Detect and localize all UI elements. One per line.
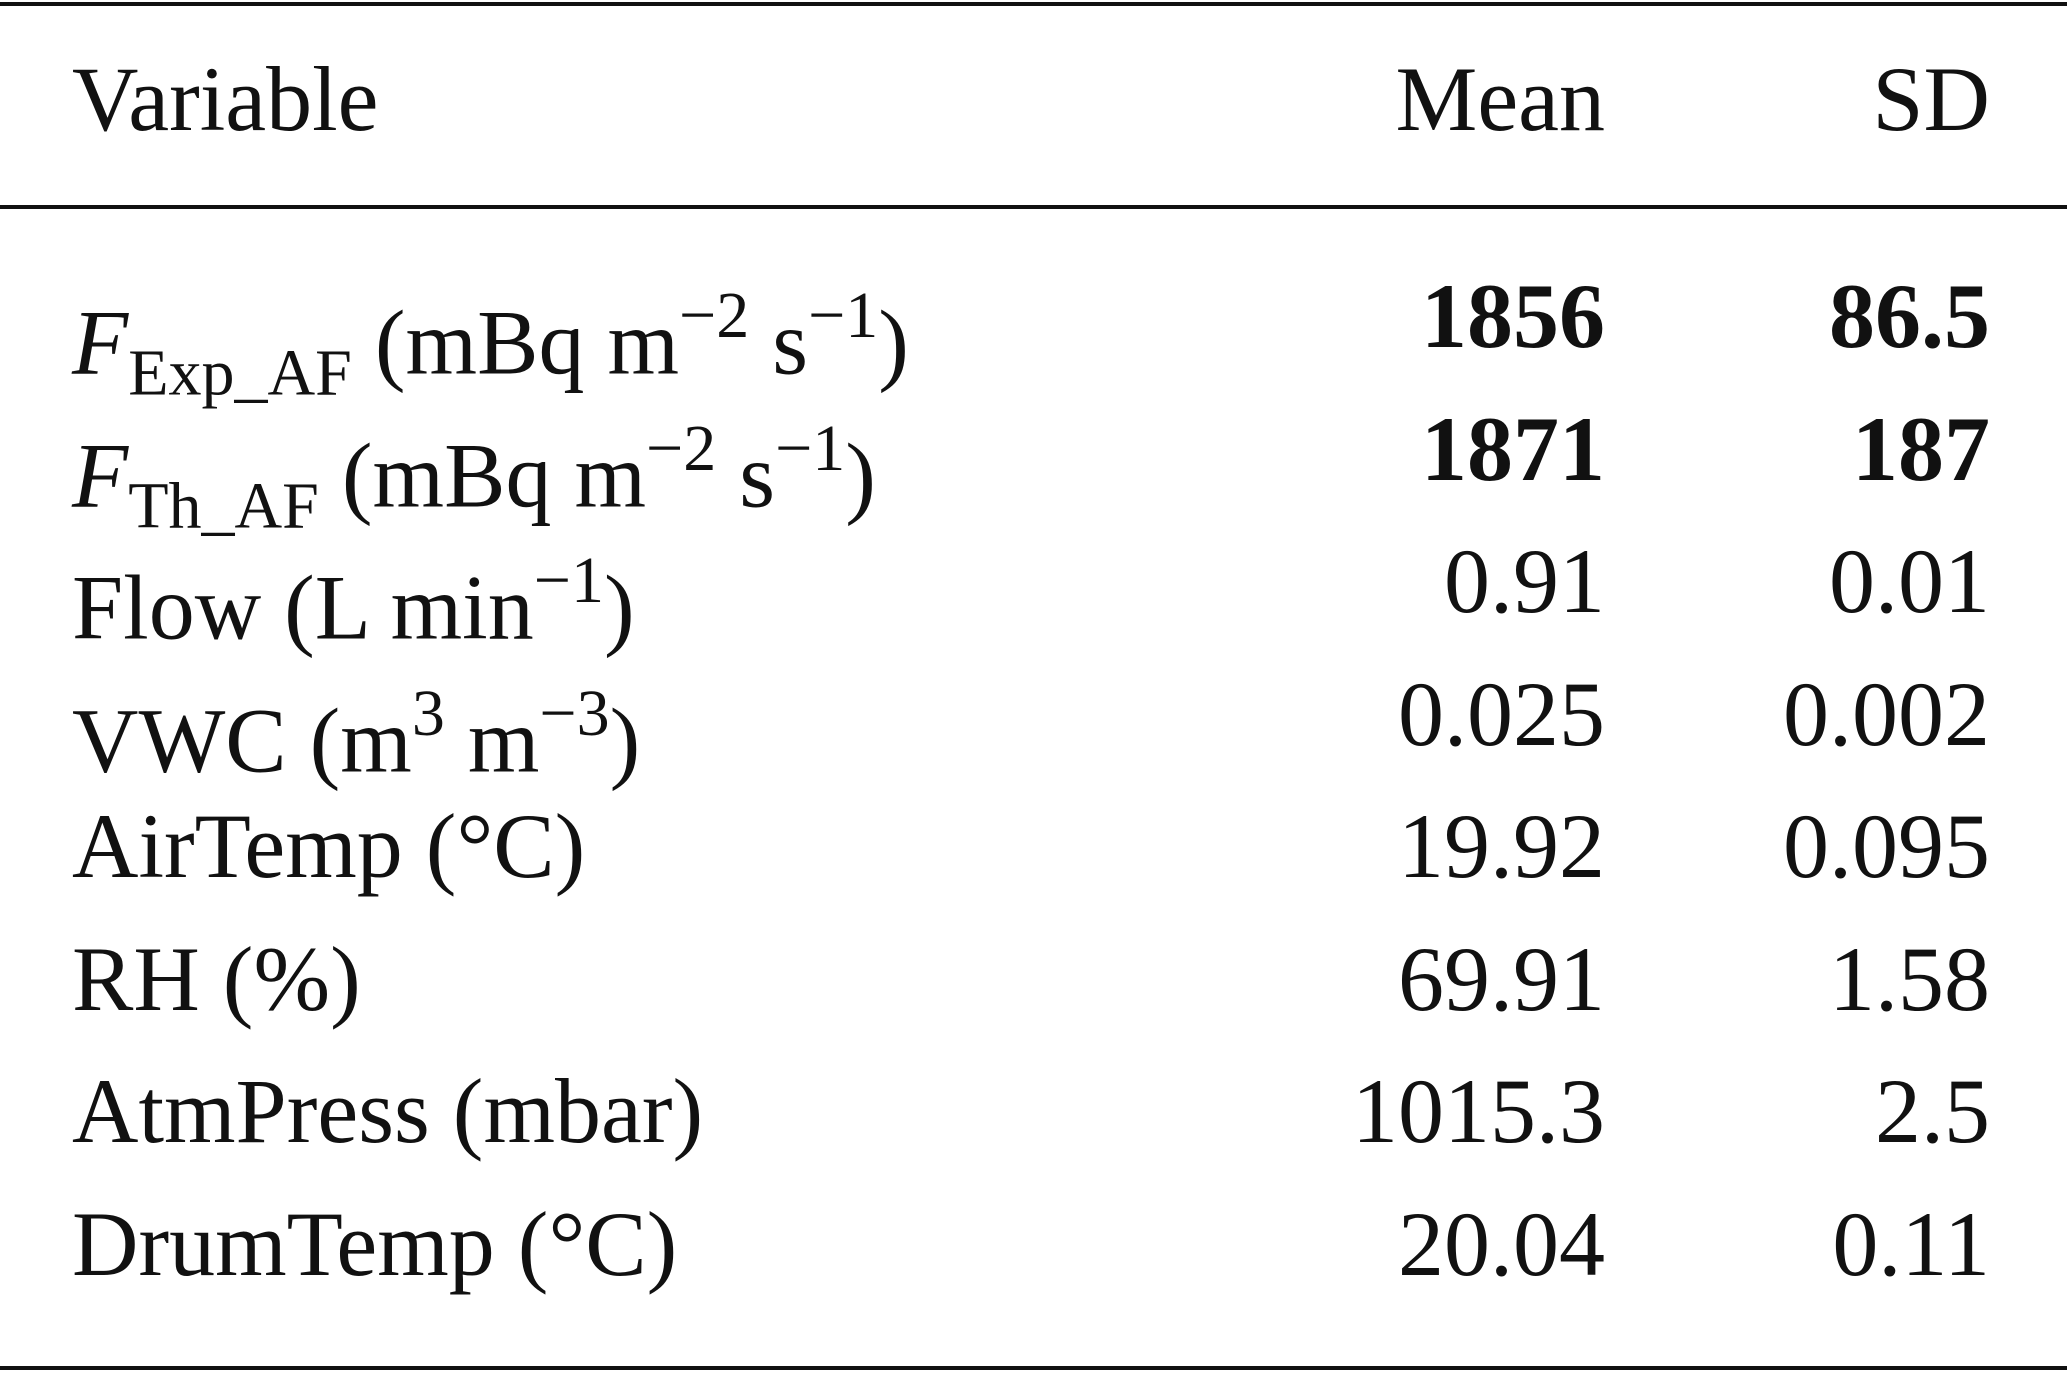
bottom-rule <box>0 1366 2067 1370</box>
label-run: s <box>716 423 776 526</box>
variable-cell: AtmPress (mbar) <box>72 1045 703 1177</box>
mean-cell: 1856 <box>1421 265 1605 367</box>
mean-cell: 19.92 <box>1398 795 1605 897</box>
label-run: F <box>72 291 129 394</box>
label-run: DrumTemp (°C) <box>72 1192 678 1295</box>
mean-cell: 69.91 <box>1398 927 1605 1030</box>
variable-cell: VWC (m3 m−3) <box>72 648 640 791</box>
sd-cell: 0.01 <box>1829 530 1990 632</box>
variable-cell: DrumTemp (°C) <box>72 1178 677 1310</box>
label-run: Flow (L min <box>72 556 534 659</box>
sd-cell: 0.095 <box>1783 795 1990 897</box>
sd-cell: 1.58 <box>1829 927 1990 1030</box>
label-run: AtmPress (mbar) <box>72 1060 704 1162</box>
label-run: RH (%) <box>72 927 361 1030</box>
sd-cell: 2.5 <box>1875 1060 1990 1162</box>
header-cell: Variable <box>72 48 379 150</box>
header-cell: SD <box>1872 48 1990 150</box>
label-run: Exp_AF <box>128 336 352 410</box>
label-run: ) <box>878 291 909 394</box>
label-run: −2 <box>679 279 750 352</box>
label-run: −3 <box>539 676 610 750</box>
top-rule <box>0 2 2067 6</box>
mean-cell: 0.91 <box>1444 530 1605 632</box>
variable-cell: FExp_AF (mBq m−2 s−1) <box>72 250 909 409</box>
sd-cell: 0.002 <box>1783 662 1990 765</box>
label-run: AirTemp (°C) <box>72 795 586 897</box>
label-run: ) <box>609 688 641 791</box>
label-run: F <box>72 423 129 526</box>
header-rule <box>0 205 2067 209</box>
mean-cell: 20.04 <box>1398 1192 1605 1295</box>
sd-cell: 86.5 <box>1829 265 1990 367</box>
header-cell: Mean <box>1395 48 1605 150</box>
sd-cell: 0.11 <box>1832 1192 1990 1295</box>
variable-cell: Flow (L min−1) <box>72 515 635 658</box>
label-run: 3 <box>411 676 445 750</box>
label-run: (mBq m <box>318 423 647 526</box>
sd-cell: 187 <box>1852 397 1990 500</box>
label-run: ) <box>603 556 635 659</box>
label-run: −2 <box>646 411 717 485</box>
label-run: (mBq m <box>351 291 680 394</box>
mean-cell: 1015.3 <box>1352 1060 1605 1162</box>
label-run: −1 <box>533 544 604 617</box>
variable-cell: FTh_AF (mBq m−2 s−1) <box>72 383 876 542</box>
variable-cell: AirTemp (°C) <box>72 780 585 912</box>
label-run: s <box>749 291 809 394</box>
mean-cell: 0.025 <box>1398 662 1605 765</box>
variable-cell: RH (%) <box>72 913 361 1045</box>
label-run: m <box>444 688 540 791</box>
label-run: Th_AF <box>128 468 319 542</box>
label-run: ) <box>845 423 876 526</box>
label-run: −1 <box>775 411 846 485</box>
label-run: VWC (m <box>72 688 412 791</box>
label-run: −1 <box>808 279 879 352</box>
mean-cell: 1871 <box>1421 397 1605 500</box>
